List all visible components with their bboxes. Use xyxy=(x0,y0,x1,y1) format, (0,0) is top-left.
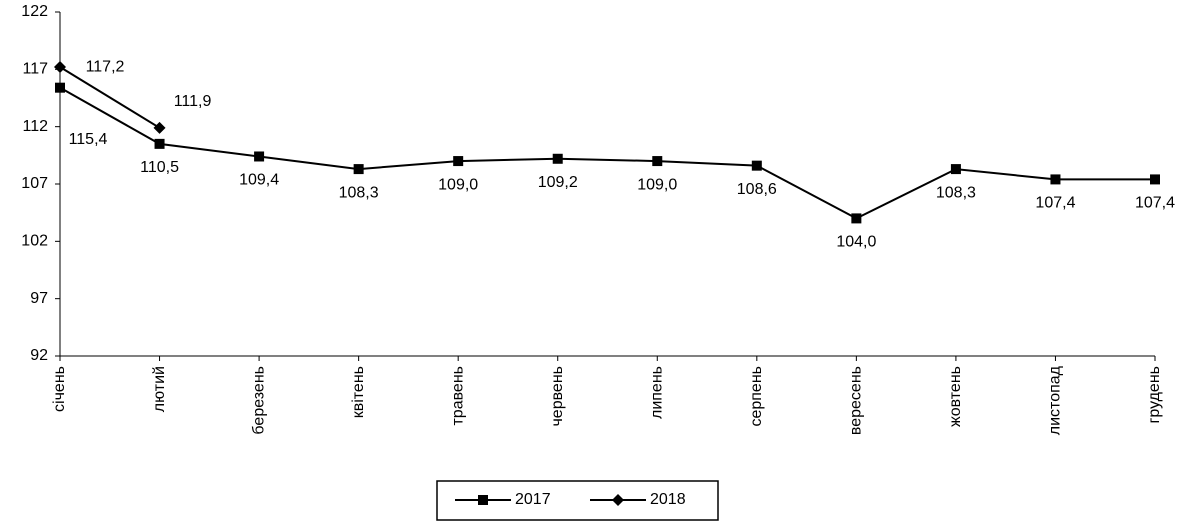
data-label: 108,3 xyxy=(339,184,379,201)
y-tick-label: 102 xyxy=(21,233,48,250)
marker xyxy=(652,156,663,167)
marker xyxy=(552,153,563,164)
legend-label: 2017 xyxy=(515,491,551,508)
x-tick-label: листопад xyxy=(1047,365,1064,435)
x-tick-label: березень xyxy=(250,366,267,435)
data-label: 109,2 xyxy=(538,174,578,191)
data-label: 110,5 xyxy=(140,159,179,176)
data-label: 108,6 xyxy=(737,181,777,198)
x-tick-label: лютий xyxy=(151,366,168,412)
marker xyxy=(254,151,265,162)
marker xyxy=(478,495,488,505)
y-tick-label: 122 xyxy=(21,3,48,20)
x-tick-label: січень xyxy=(51,366,68,412)
data-label: 111,9 xyxy=(174,93,212,110)
data-label: 109,0 xyxy=(438,176,478,193)
data-label: 109,0 xyxy=(637,176,677,193)
marker xyxy=(612,494,624,506)
marker xyxy=(1150,174,1160,185)
data-label: 107,4 xyxy=(1035,195,1075,212)
data-label: 104,0 xyxy=(836,234,876,251)
x-tick-label: квітень xyxy=(350,366,367,418)
x-tick-label: червень xyxy=(549,366,566,427)
x-tick-label: липень xyxy=(648,366,665,419)
marker xyxy=(751,160,762,171)
marker xyxy=(851,213,862,224)
data-label: 117,2 xyxy=(86,58,125,75)
y-tick-label: 107 xyxy=(21,175,48,192)
marker xyxy=(55,82,65,93)
y-tick-label: 112 xyxy=(22,118,48,135)
series-line xyxy=(59,66,161,129)
x-tick-label: серпень xyxy=(748,366,765,427)
data-label: 107,4 xyxy=(1135,195,1175,212)
data-label: 108,3 xyxy=(936,184,976,201)
y-tick-label: 97 xyxy=(30,290,48,307)
x-tick-label: жовтень xyxy=(947,366,964,427)
series-line xyxy=(59,86,1155,220)
marker xyxy=(950,164,961,175)
data-label: 109,4 xyxy=(239,172,279,189)
marker xyxy=(153,121,166,134)
marker xyxy=(1050,174,1061,185)
legend-label: 2018 xyxy=(650,491,686,508)
marker xyxy=(154,138,165,149)
data-label: 115,4 xyxy=(69,131,108,148)
y-tick-label: 117 xyxy=(22,61,48,78)
x-tick-label: грудень xyxy=(1146,366,1163,423)
marker xyxy=(453,156,464,167)
x-tick-label: травень xyxy=(449,366,466,426)
marker xyxy=(353,164,364,175)
y-tick-label: 92 xyxy=(30,347,48,364)
marker xyxy=(54,61,66,74)
x-tick-label: вересень xyxy=(848,366,865,435)
